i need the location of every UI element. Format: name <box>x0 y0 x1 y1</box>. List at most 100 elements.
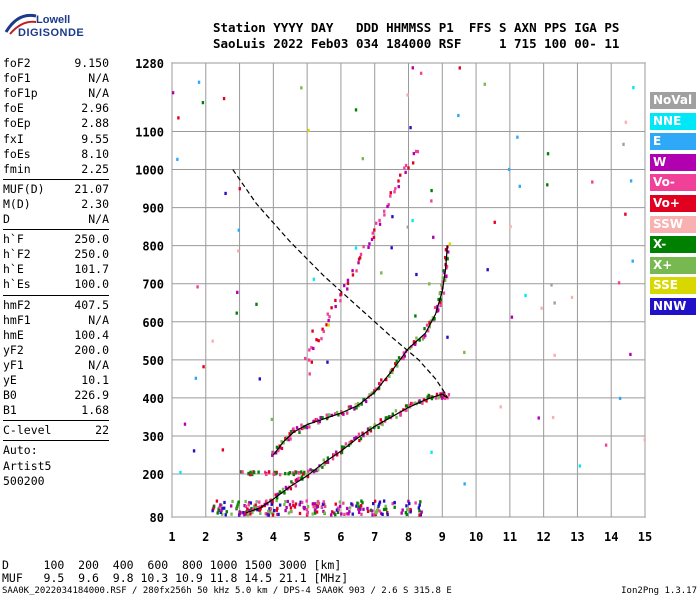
echo-point <box>306 505 310 509</box>
echo-point <box>308 372 311 376</box>
param-name: D <box>3 212 10 226</box>
echo-point <box>225 510 228 514</box>
echo-point <box>320 337 323 341</box>
echo-point <box>486 268 489 272</box>
legend-item-nnw: NNW <box>650 298 696 315</box>
echo-point <box>315 510 319 514</box>
param-name: yF1 <box>3 357 24 372</box>
echo-point <box>551 415 555 420</box>
autoscaling-info: Artist5 <box>3 458 52 473</box>
echo-point <box>437 297 440 302</box>
x-tick-label: 9 <box>439 530 446 544</box>
y-tick-label: 200 <box>142 468 164 482</box>
echo-point <box>327 413 331 417</box>
echo-point <box>274 472 278 476</box>
echo-point <box>348 506 352 510</box>
echo-point <box>407 499 410 503</box>
echo-point <box>311 469 314 473</box>
echo-point <box>271 513 275 517</box>
legend-item-w: W <box>650 153 696 171</box>
echo-point <box>618 396 622 401</box>
x-tick-label: 13 <box>570 530 584 544</box>
echo-point <box>385 507 388 511</box>
echo-point <box>223 500 226 505</box>
echo-point <box>266 509 270 513</box>
param-name: M(D) <box>3 196 31 211</box>
echo-point <box>315 417 318 422</box>
echo-point <box>307 358 311 362</box>
echo-point <box>349 405 352 409</box>
x-tick-label: 5 <box>304 530 311 544</box>
echo-point <box>277 512 280 516</box>
echo-point <box>251 511 254 515</box>
echo-point <box>356 501 359 505</box>
echo-point <box>369 426 372 430</box>
echo-point <box>447 393 451 397</box>
param-name: foE <box>3 101 24 116</box>
echo-point <box>300 423 303 427</box>
echo-point <box>414 501 417 505</box>
echo-point <box>330 413 334 417</box>
echo-point <box>617 281 621 285</box>
echo-point <box>258 377 261 381</box>
echo-point <box>361 157 364 161</box>
echo-point <box>632 86 635 90</box>
echo-point <box>331 457 335 461</box>
echo-point <box>326 460 330 464</box>
echo-point <box>397 179 400 183</box>
echo-point <box>377 386 381 390</box>
echo-point <box>312 346 315 351</box>
x-tick-label: 6 <box>337 530 344 544</box>
echo-point <box>342 412 345 416</box>
echo-point <box>317 339 320 343</box>
y-tick-label: 1000 <box>135 164 164 178</box>
param-name: h`E <box>3 262 24 277</box>
echo-point <box>326 456 330 460</box>
echo-point <box>433 305 437 310</box>
echo-point <box>430 450 433 454</box>
param-value: 226.9 <box>74 388 109 403</box>
param-value: N/A <box>88 71 109 86</box>
echo-point <box>273 470 277 475</box>
echo-point <box>327 323 330 327</box>
echo-point <box>292 427 295 431</box>
echo-point <box>269 499 273 503</box>
echo-point <box>284 500 287 504</box>
echo-point <box>378 509 381 513</box>
echo-point <box>368 242 371 246</box>
echo-point <box>516 135 519 139</box>
echo-point <box>230 512 233 516</box>
param-name: foF2 <box>3 56 31 70</box>
echo-point <box>604 443 608 447</box>
echo-point <box>357 432 361 436</box>
echo-point <box>446 256 449 261</box>
echo-point <box>415 272 418 277</box>
echo-point <box>346 506 349 511</box>
echo-point <box>357 505 361 509</box>
echo-point <box>291 482 295 486</box>
echo-point <box>252 504 256 508</box>
echo-point <box>217 508 220 512</box>
echo-point <box>275 496 279 500</box>
echo-point <box>312 470 316 474</box>
echo-point <box>354 403 358 407</box>
echo-point <box>248 508 251 512</box>
echo-point <box>411 219 414 223</box>
echo-point <box>272 472 276 476</box>
echo-point <box>322 458 325 462</box>
echo-point <box>373 425 376 430</box>
echo-point <box>430 188 433 193</box>
echo-point <box>259 511 262 516</box>
echo-point <box>414 342 417 346</box>
echo-point <box>380 271 383 275</box>
y-tick-label: 1100 <box>135 126 164 140</box>
echo-point <box>434 396 438 400</box>
echo-point <box>418 513 421 517</box>
echo-point <box>359 252 363 256</box>
x-tick-label: 3 <box>236 530 243 544</box>
y-tick-label: 800 <box>142 240 164 254</box>
echo-point <box>378 218 381 223</box>
echo-point <box>499 405 502 409</box>
echo-point <box>287 438 290 442</box>
echo-point <box>439 303 442 308</box>
